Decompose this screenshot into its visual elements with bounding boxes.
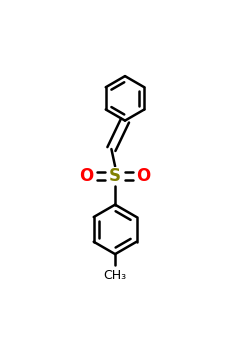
Text: O: O xyxy=(136,167,151,185)
Text: O: O xyxy=(80,167,94,185)
Text: S: S xyxy=(109,167,121,185)
Text: CH₃: CH₃ xyxy=(104,269,127,282)
